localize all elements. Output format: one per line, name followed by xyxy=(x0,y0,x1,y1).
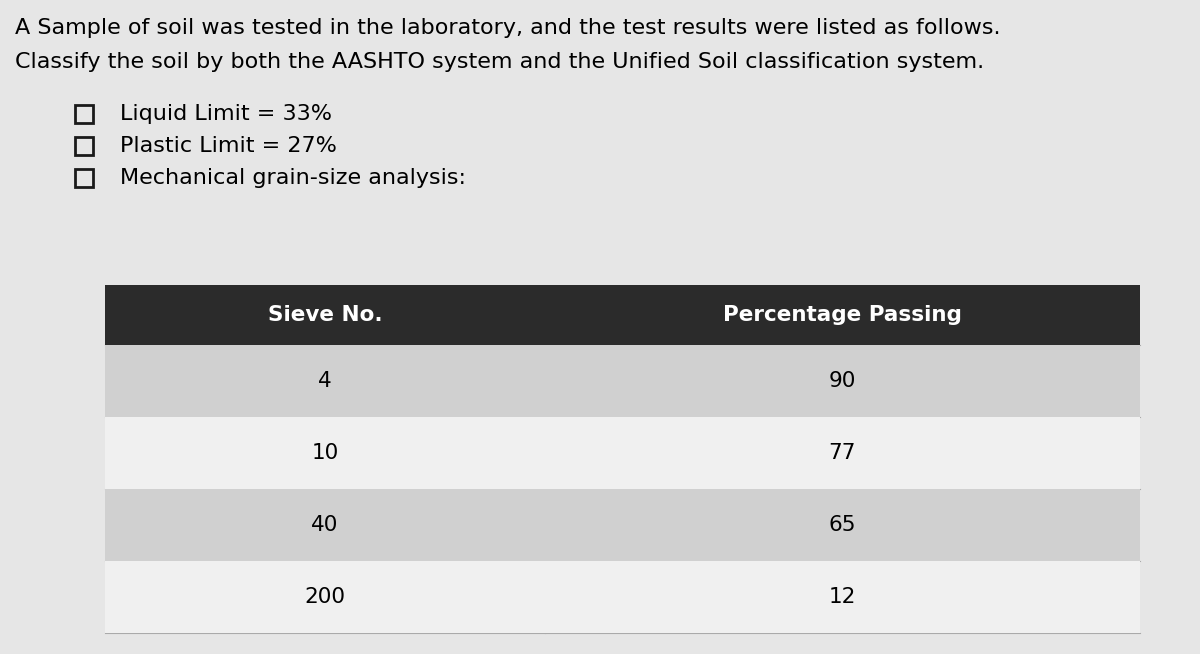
Text: 4: 4 xyxy=(318,371,332,391)
Text: 65: 65 xyxy=(829,515,856,535)
Text: 12: 12 xyxy=(829,587,856,607)
Text: Sieve No.: Sieve No. xyxy=(268,305,383,325)
Text: Liquid Limit = 33%: Liquid Limit = 33% xyxy=(120,104,332,124)
Text: Percentage Passing: Percentage Passing xyxy=(722,305,962,325)
Text: Plastic Limit = 27%: Plastic Limit = 27% xyxy=(120,136,337,156)
Text: 40: 40 xyxy=(311,515,338,535)
Text: 90: 90 xyxy=(829,371,856,391)
Text: A Sample of soil was tested in the laboratory, and the test results were listed : A Sample of soil was tested in the labor… xyxy=(14,18,1001,38)
Text: Classify the soil by both the AASHTO system and the Unified Soil classification : Classify the soil by both the AASHTO sys… xyxy=(14,52,984,72)
Text: 77: 77 xyxy=(829,443,856,463)
Text: 200: 200 xyxy=(305,587,346,607)
Text: Mechanical grain-size analysis:: Mechanical grain-size analysis: xyxy=(120,168,466,188)
Text: 10: 10 xyxy=(311,443,338,463)
